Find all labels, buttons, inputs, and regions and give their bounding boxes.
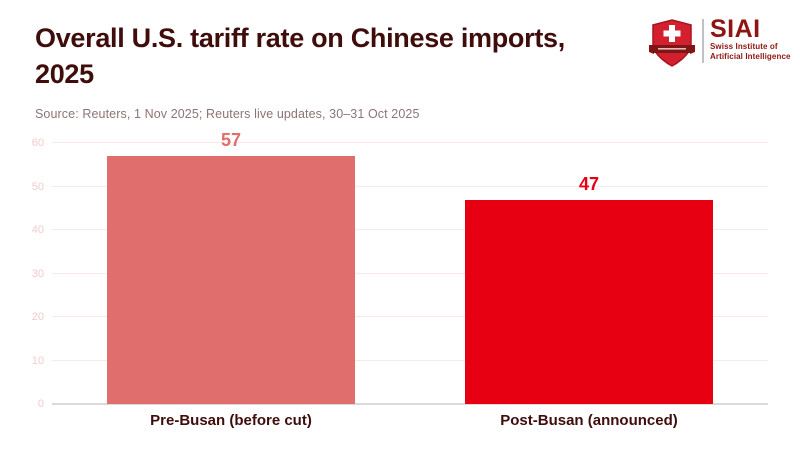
swiss-shield-cross-icon — [649, 19, 695, 67]
x-axis-category-labels: Pre-Busan (before cut) Post-Busan (announ… — [52, 412, 768, 434]
gridline — [52, 185, 768, 187]
logo-divider — [702, 19, 704, 63]
logo-subtitle-line-1: Swiss Institute of — [710, 42, 778, 51]
y-axis: 0 10 20 30 40 50 60 — [0, 137, 44, 410]
gridline — [52, 229, 768, 230]
logo-wordmark: SIAI — [710, 15, 761, 43]
y-axis-tick-label: 0 — [37, 398, 44, 410]
category-label: Pre-Busan (before cut) — [150, 412, 312, 429]
page-title: Overall U.S. tariff rate on Chinese impo… — [35, 20, 647, 92]
bar-value-label: 47 — [578, 173, 600, 194]
bar-band: 57 — [52, 130, 410, 404]
gridline — [52, 359, 768, 361]
logo-subtitle-line-2: Artificial Intelligence — [710, 51, 791, 61]
gridline — [52, 316, 768, 317]
gridline — [52, 142, 768, 143]
logo-text: SIAI Swiss Institute of Artificial Intel… — [710, 16, 791, 61]
page-title-line-1: Overall U.S. tariff rate on Chinese impo… — [35, 23, 565, 53]
category-label: Post-Busan (announced) — [500, 412, 678, 429]
bar-post-busan — [465, 199, 713, 404]
y-axis-tick-label: 40 — [31, 224, 44, 236]
x-axis-line — [52, 403, 768, 405]
source-note: Source: Reuters, 1 Nov 2025; Reuters liv… — [35, 107, 420, 121]
y-axis-tick-label: 50 — [31, 180, 44, 193]
plot-area: 57 47 — [52, 130, 768, 405]
y-axis-tick-label: 10 — [31, 354, 44, 367]
y-axis-tick-label: 60 — [31, 137, 44, 149]
gridline — [52, 272, 768, 274]
bar-band: 47 — [410, 143, 768, 404]
bar-pre-busan — [107, 156, 355, 404]
bar-value-label: 57 — [220, 130, 242, 151]
y-axis-tick-label: 30 — [31, 267, 44, 280]
y-axis-tick-label: 20 — [31, 311, 44, 323]
page-title-line-2: 2025 — [35, 59, 94, 89]
siai-logo: SIAI Swiss Institute of Artificial Intel… — [648, 16, 791, 68]
